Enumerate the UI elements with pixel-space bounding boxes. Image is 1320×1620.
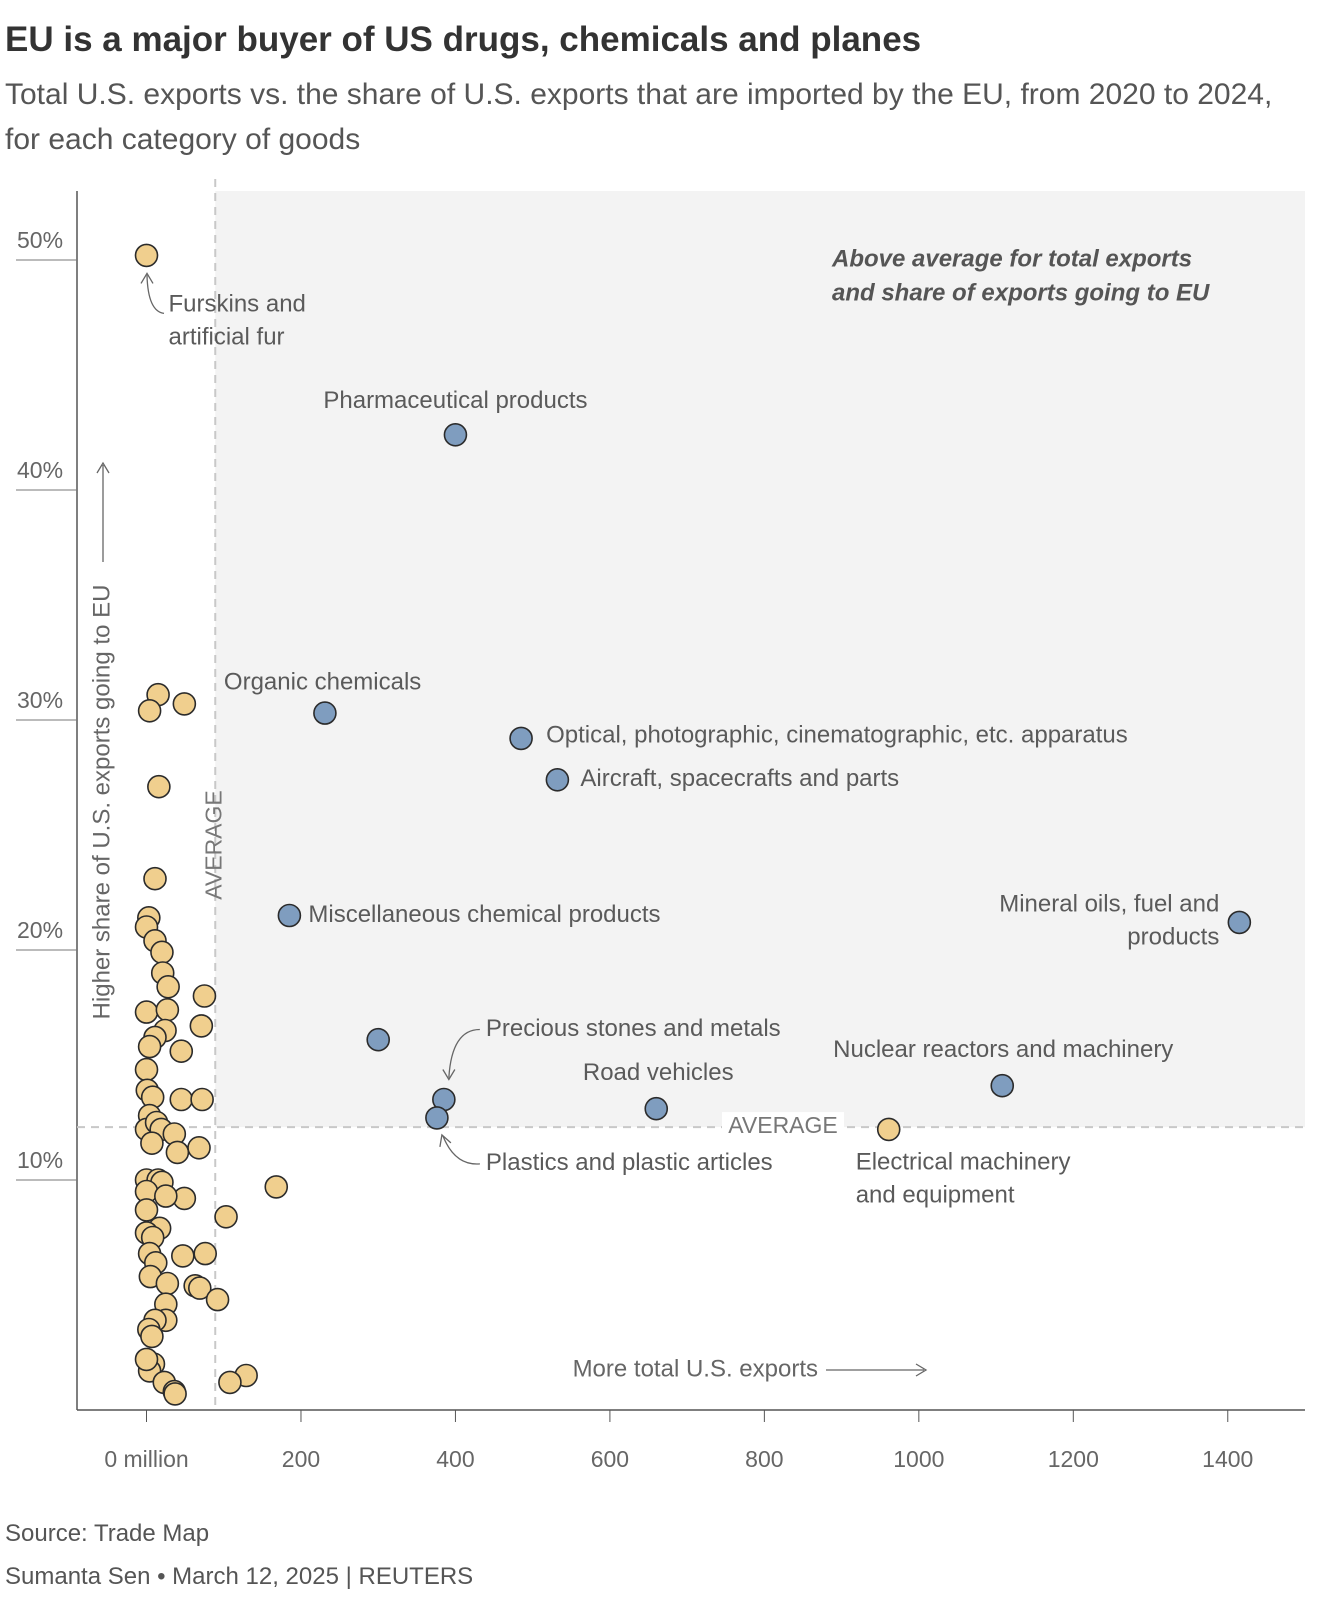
- data-point: [155, 1271, 180, 1296]
- point-label: Pharmaceutical products: [323, 387, 587, 414]
- point-label: and equipment: [856, 1182, 1015, 1209]
- point-label: Aircraft, spacecrafts and parts: [580, 765, 899, 792]
- data-point: [425, 1106, 449, 1130]
- data-point: [134, 1057, 159, 1082]
- data-point: [313, 701, 337, 725]
- data-point: [193, 1241, 218, 1266]
- arrow: [826, 1363, 928, 1377]
- data-point: [140, 1131, 164, 1155]
- x-tick-label: 0 million: [104, 1446, 188, 1472]
- credit: Sumanta Sen • March 12, 2025 | REUTERS: [5, 1563, 474, 1590]
- y-tick-label: 10%: [17, 1147, 63, 1173]
- point-label: Electrical machinery: [856, 1149, 1071, 1176]
- data-point: [190, 1087, 214, 1112]
- x-tick-label: 1400: [1202, 1446, 1253, 1472]
- data-point: [188, 1276, 212, 1300]
- data-point: [143, 866, 167, 891]
- data-point: [644, 1096, 669, 1121]
- y-tick-label: 30%: [17, 687, 63, 713]
- data-point: [140, 1324, 164, 1349]
- label-arrow: [140, 272, 165, 315]
- data-point: [165, 1140, 190, 1165]
- x-tick-label: 1200: [1048, 1446, 1099, 1472]
- data-point: [134, 1000, 159, 1024]
- data-point: [218, 1370, 242, 1395]
- data-point: [876, 1117, 901, 1142]
- point-label: Optical, photographic, cinematographic, …: [546, 722, 1128, 749]
- data-point: [1227, 910, 1252, 935]
- data-point: [156, 974, 180, 999]
- chart-title: EU is a major buyer of US drugs, chemica…: [5, 20, 922, 59]
- point-label: Precious stones and metals: [486, 1015, 781, 1042]
- point-label: Road vehicles: [583, 1059, 734, 1086]
- data-point: [187, 1136, 211, 1160]
- arrow: [96, 461, 110, 562]
- data-point: [169, 1039, 194, 1063]
- y-tick-label: 50%: [17, 227, 63, 253]
- data-point: [134, 243, 159, 268]
- point-label: Furskins and: [169, 291, 306, 318]
- data-point: [443, 422, 468, 447]
- average-label: AVERAGE: [200, 790, 226, 900]
- data-point: [545, 767, 570, 792]
- label-arrow: [442, 1028, 480, 1081]
- x-tick-label: 1000: [893, 1446, 944, 1472]
- highlight-region: [215, 191, 1305, 1128]
- point-label: artificial fur: [169, 324, 285, 351]
- x-tick-label: 800: [745, 1446, 783, 1472]
- data-point: [169, 1087, 194, 1112]
- data-point: [205, 1287, 230, 1312]
- data-point: [172, 692, 197, 716]
- data-point: [155, 997, 180, 1022]
- x-tick-label: 600: [591, 1446, 629, 1472]
- y-tick-label: 40%: [17, 457, 63, 483]
- data-point: [214, 1205, 238, 1229]
- data-point: [189, 1014, 214, 1038]
- chart-subtitle: Total U.S. exports vs. the share of U.S.…: [5, 78, 1273, 156]
- data-point: [137, 698, 162, 723]
- data-point: [990, 1073, 1015, 1098]
- data-point: [366, 1027, 391, 1052]
- data-point: [277, 903, 302, 928]
- data-point: [264, 1175, 289, 1199]
- source: Source: Trade Map: [5, 1520, 210, 1547]
- x-tick-label: 400: [436, 1446, 474, 1472]
- data-point: [171, 1244, 195, 1268]
- x-axis-title: More total U.S. exports: [573, 1355, 818, 1382]
- point-label: products: [1127, 924, 1219, 951]
- data-point: [137, 1034, 162, 1059]
- point-label: Organic chemicals: [224, 668, 421, 695]
- data-point: [192, 984, 217, 1008]
- point-label: Nuclear reactors and machinery: [833, 1036, 1173, 1063]
- highlight-label: and share of exports going to EU: [832, 279, 1210, 306]
- average-label-bg: [722, 1112, 844, 1143]
- data-point: [150, 940, 174, 965]
- data-point: [147, 774, 171, 799]
- point-label: Mineral oils, fuel and: [999, 891, 1219, 918]
- point-label: Miscellaneous chemical products: [308, 901, 660, 928]
- data-point: [509, 726, 533, 751]
- data-point: [134, 1347, 159, 1372]
- highlight-label: Above average for total exports: [831, 245, 1192, 272]
- average-label: AVERAGE: [728, 1112, 838, 1138]
- label-arrow: [439, 1133, 480, 1165]
- y-axis-title: Higher share of U.S. exports going to EU: [88, 585, 115, 1020]
- y-tick-label: 20%: [17, 917, 63, 943]
- data-point: [163, 1382, 187, 1406]
- data-point: [134, 1198, 159, 1222]
- data-point: [154, 1184, 178, 1208]
- point-label: Plastics and plastic articles: [486, 1149, 773, 1176]
- x-tick-label: 200: [282, 1446, 320, 1472]
